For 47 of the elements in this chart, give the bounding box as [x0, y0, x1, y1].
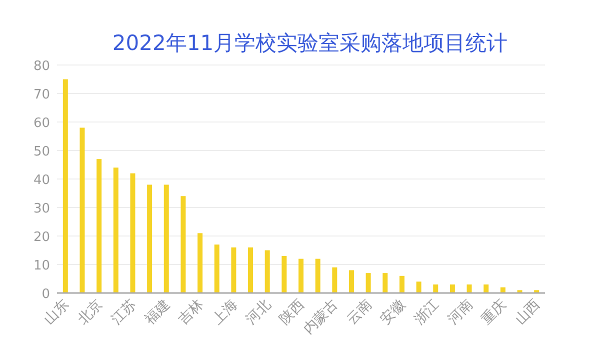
x-tick-label: 河北 [243, 296, 274, 328]
bar [180, 196, 186, 293]
x-tick-label: 江苏 [108, 296, 140, 328]
bar [147, 184, 152, 293]
bar [198, 233, 203, 293]
bar [231, 247, 236, 293]
bar [332, 267, 338, 293]
x-tick-label: 河南 [444, 296, 476, 328]
bar [348, 270, 354, 293]
y-tick-label: 40 [33, 173, 50, 188]
chart-title: 2022年11月学校实验室采购落地项目统计 [112, 31, 508, 55]
x-tick-label: 福建 [142, 296, 174, 328]
bar [450, 284, 455, 293]
bar [264, 250, 270, 293]
x-tick-label: 山西 [512, 296, 544, 328]
x-tick-label: 云南 [344, 296, 376, 328]
y-tick-label: 30 [33, 202, 50, 216]
y-tick-label: 70 [33, 88, 50, 102]
bar [466, 284, 472, 293]
y-tick-label: 20 [33, 230, 50, 245]
x-tick-label: 吉林 [176, 296, 207, 328]
bar [399, 276, 404, 293]
x-tick-label: 安徽 [378, 296, 409, 328]
bar [164, 184, 169, 293]
x-tick-label: 北京 [74, 296, 106, 328]
bar [214, 244, 220, 293]
bar [484, 284, 489, 293]
bar [315, 258, 320, 293]
bar [80, 128, 85, 293]
y-tick-label: 60 [33, 116, 50, 131]
x-tick-label: 上海 [209, 296, 241, 328]
x-tick-label: 浙江 [411, 296, 442, 328]
bar [130, 173, 136, 293]
bar [416, 282, 422, 293]
y-tick-label: 50 [33, 144, 50, 160]
bar [62, 79, 68, 293]
x-tick-label: 重庆 [478, 296, 510, 328]
bar [113, 168, 118, 293]
bar [433, 284, 438, 293]
y-tick-label: 10 [33, 258, 50, 274]
bar [248, 247, 254, 293]
bar [96, 159, 102, 293]
bar [298, 258, 304, 293]
bar [366, 273, 371, 293]
bar [382, 273, 388, 293]
y-tick-label: 80 [33, 59, 50, 74]
bar [282, 256, 287, 293]
